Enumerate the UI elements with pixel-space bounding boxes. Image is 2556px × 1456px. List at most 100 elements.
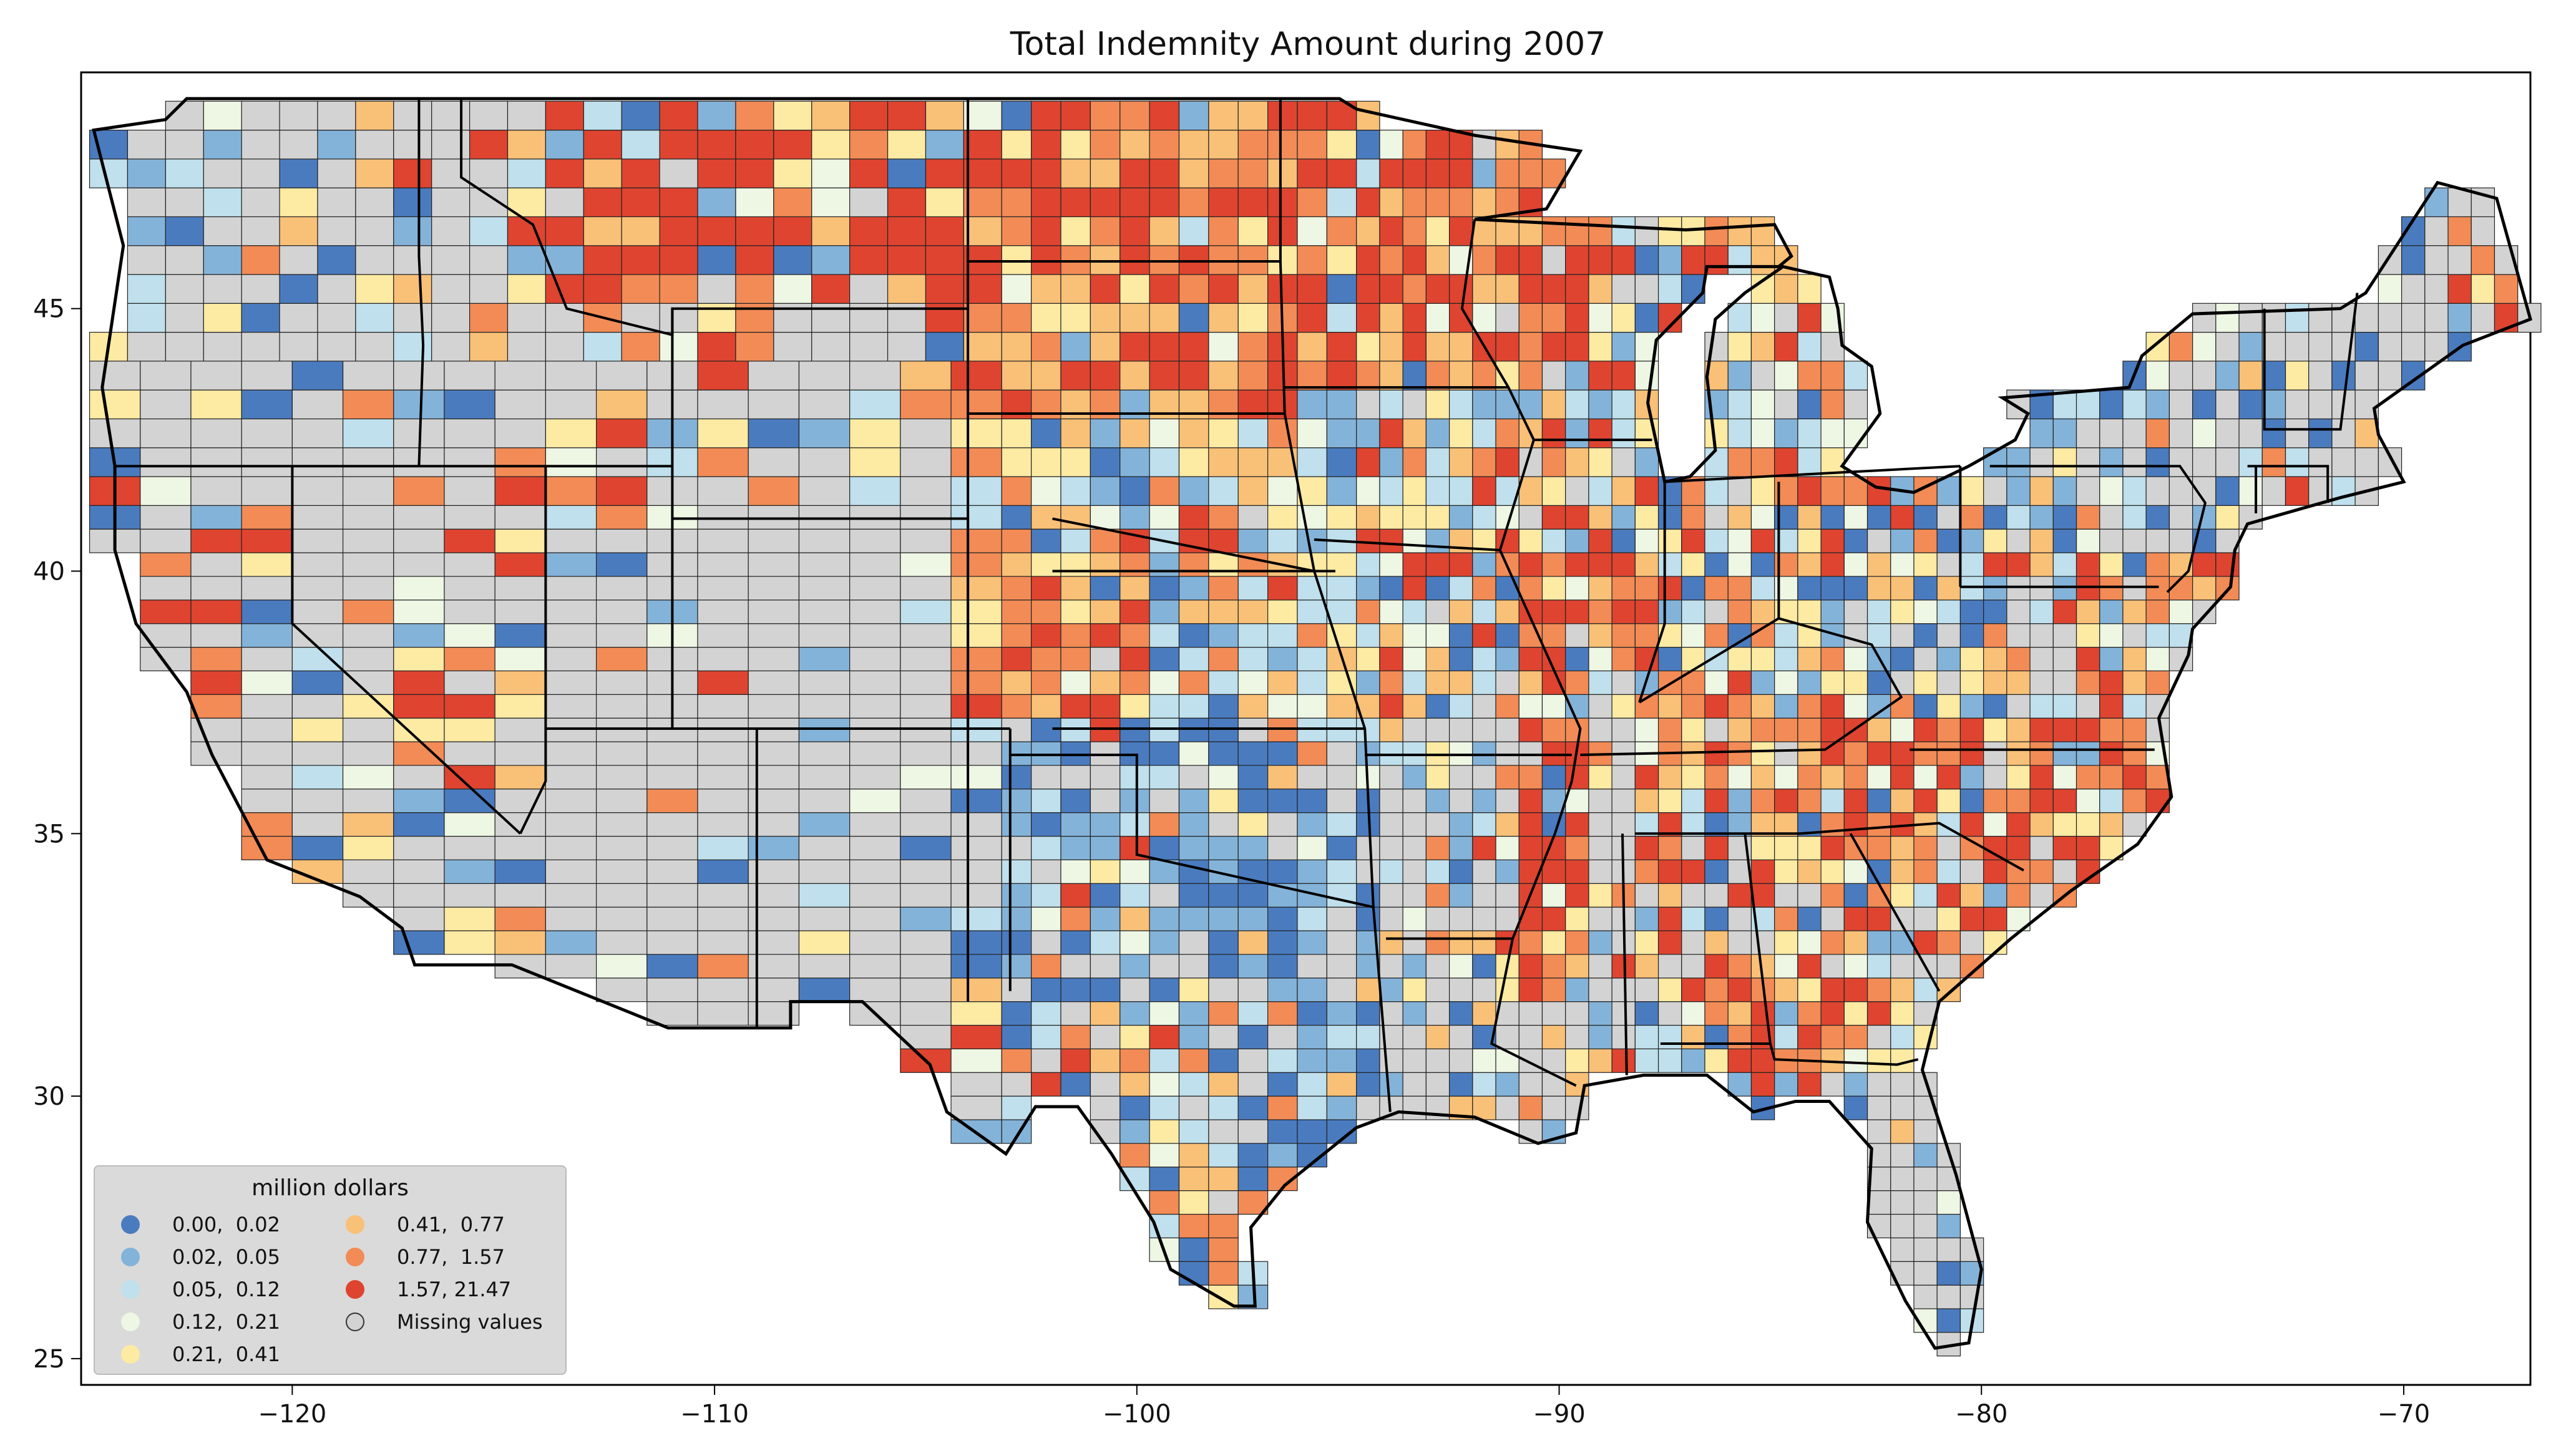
county-cell xyxy=(1750,505,1775,530)
county-cell xyxy=(279,303,318,333)
county-cell xyxy=(1588,447,1612,477)
county-cell xyxy=(1588,883,1612,908)
x-tick-label: −120 xyxy=(258,1400,326,1429)
county-cell xyxy=(1031,646,1061,672)
county-cell xyxy=(798,765,851,790)
legend-swatch xyxy=(346,1215,364,1234)
county-cell xyxy=(1913,741,1938,766)
county-cell xyxy=(1119,741,1150,766)
county-cell xyxy=(1237,245,1269,275)
county-cell xyxy=(1843,528,1868,553)
county-cell xyxy=(1402,129,1427,160)
county-cell xyxy=(291,418,344,449)
county-cell xyxy=(697,812,749,837)
county-cell xyxy=(659,129,698,160)
county-cell xyxy=(798,717,851,742)
county-cell xyxy=(1060,978,1091,1002)
county-cell xyxy=(1611,576,1636,601)
county-cell xyxy=(1425,717,1450,742)
county-cell xyxy=(1541,1072,1566,1097)
county-cell xyxy=(1031,954,1061,979)
county-cell xyxy=(811,158,851,188)
county-cell xyxy=(1959,859,1984,884)
county-cell xyxy=(1149,1048,1180,1073)
county-cell xyxy=(1890,528,1915,553)
county-cell xyxy=(1866,812,1891,837)
county-cell xyxy=(1060,528,1091,553)
county-cell xyxy=(1379,859,1403,884)
county-cell xyxy=(2122,476,2147,506)
county-cell xyxy=(545,216,584,246)
county-cell xyxy=(1750,576,1775,601)
county-cell xyxy=(1472,717,1496,742)
county-cell xyxy=(1541,245,1566,275)
county-cell xyxy=(2168,476,2193,506)
county-cell xyxy=(748,694,800,719)
county-cell xyxy=(2238,331,2263,362)
county-cell xyxy=(697,906,749,931)
county-cell xyxy=(1750,245,1775,275)
legend-title: million dollars xyxy=(251,1175,409,1201)
county-cell xyxy=(1495,1095,1519,1120)
county-cell xyxy=(1565,978,1589,1002)
county-cell xyxy=(1657,1048,1682,1073)
county-cell xyxy=(1090,331,1121,362)
county-cell xyxy=(190,599,242,624)
county-cell xyxy=(1267,158,1298,188)
county-cell xyxy=(2471,216,2495,246)
county-cell xyxy=(1402,670,1427,695)
county-cell xyxy=(1518,528,1543,553)
legend-label: 0.12, 0.21 xyxy=(172,1310,281,1334)
county-cell xyxy=(2261,447,2286,477)
county-cell xyxy=(1237,129,1269,160)
county-cell xyxy=(697,670,749,695)
county-cell xyxy=(1060,954,1091,979)
county-cell xyxy=(1495,331,1519,362)
county-cell xyxy=(1936,883,1961,908)
county-cell xyxy=(342,505,394,530)
county-cell xyxy=(165,158,204,188)
county-cell xyxy=(849,361,901,391)
county-cell xyxy=(1797,361,1822,391)
county-cell xyxy=(963,100,1002,131)
county-cell xyxy=(1356,100,1380,131)
county-cell xyxy=(1448,741,1473,766)
county-cell xyxy=(1913,1213,1938,1238)
county-cell xyxy=(1031,331,1061,362)
county-cell xyxy=(1518,361,1543,391)
county-cell xyxy=(1119,447,1150,477)
county-cell xyxy=(1001,930,1032,955)
county-cell xyxy=(1402,646,1427,672)
county-cell xyxy=(317,274,356,304)
county-cell xyxy=(1565,930,1589,955)
county-cell xyxy=(355,216,394,246)
county-cell xyxy=(1031,835,1061,860)
county-cell xyxy=(1634,717,1659,742)
county-cell xyxy=(1890,1190,1915,1215)
county-cell xyxy=(1149,274,1180,304)
county-cell xyxy=(1472,274,1496,304)
county-cell xyxy=(1959,576,1984,601)
county-cell xyxy=(1090,906,1121,931)
county-cell xyxy=(140,361,192,391)
county-cell xyxy=(1936,1190,1961,1215)
county-cell xyxy=(1588,505,1612,530)
county-cell xyxy=(1495,883,1519,908)
county-cell xyxy=(1541,552,1566,577)
county-cell xyxy=(1588,216,1612,246)
county-cell xyxy=(545,303,584,333)
county-cell xyxy=(1237,978,1269,1002)
county-cell xyxy=(1090,1024,1121,1049)
county-cell xyxy=(1727,1072,1752,1097)
county-cell xyxy=(1634,361,1659,391)
county-cell xyxy=(950,859,1002,884)
county-cell xyxy=(1472,835,1496,860)
county-cell xyxy=(596,599,648,624)
county-cell xyxy=(1149,694,1180,719)
county-cell xyxy=(2215,476,2240,506)
county-cell xyxy=(1611,670,1636,695)
county-cell xyxy=(1936,528,1961,553)
county-cell xyxy=(2122,576,2147,601)
county-cell xyxy=(1001,576,1032,601)
county-cell xyxy=(1060,930,1091,955)
